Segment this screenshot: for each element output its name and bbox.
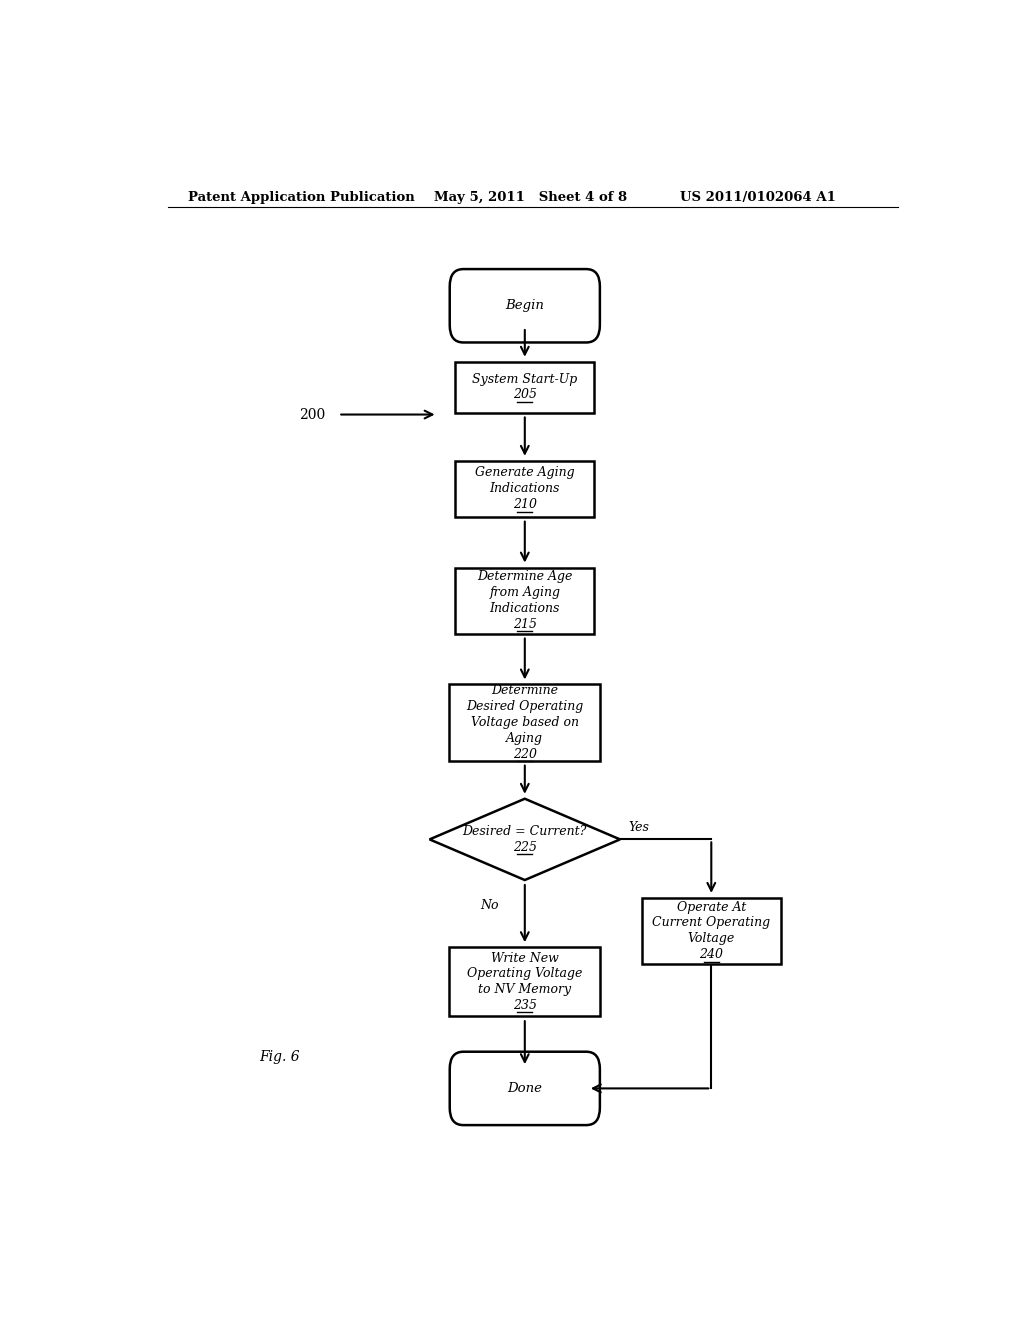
FancyBboxPatch shape <box>450 269 600 342</box>
Text: 220: 220 <box>513 747 537 760</box>
Text: 225: 225 <box>513 841 537 854</box>
Text: 210: 210 <box>513 498 537 511</box>
Text: Operate At: Operate At <box>677 900 745 913</box>
Text: Current Operating: Current Operating <box>652 916 770 929</box>
Bar <box>456 461 594 516</box>
Text: Desired = Current?: Desired = Current? <box>463 825 587 838</box>
Text: Determine Age: Determine Age <box>477 570 572 583</box>
Text: Begin: Begin <box>506 300 544 313</box>
Text: from Aging: from Aging <box>489 586 560 599</box>
Bar <box>450 684 600 760</box>
Text: Indications: Indications <box>489 482 560 495</box>
Text: Write New: Write New <box>490 952 559 965</box>
Text: 205: 205 <box>513 388 537 401</box>
Text: Generate Aging: Generate Aging <box>475 466 574 479</box>
Text: No: No <box>480 899 499 912</box>
Text: to NV Memory: to NV Memory <box>478 983 571 997</box>
Text: Fig. 6: Fig. 6 <box>259 1049 300 1064</box>
FancyBboxPatch shape <box>450 1052 600 1125</box>
Bar <box>456 362 594 412</box>
Text: Done: Done <box>507 1082 543 1094</box>
Text: Voltage based on: Voltage based on <box>471 715 579 729</box>
Polygon shape <box>430 799 620 880</box>
Text: US 2011/0102064 A1: US 2011/0102064 A1 <box>680 190 836 203</box>
Text: May 5, 2011   Sheet 4 of 8: May 5, 2011 Sheet 4 of 8 <box>433 190 627 203</box>
Bar <box>450 948 600 1016</box>
Bar <box>642 898 780 964</box>
Text: 235: 235 <box>513 999 537 1012</box>
Text: 215: 215 <box>513 618 537 631</box>
Text: Aging: Aging <box>506 731 544 744</box>
Text: System Start-Up: System Start-Up <box>472 372 578 385</box>
Text: Voltage: Voltage <box>688 932 735 945</box>
Text: Operating Voltage: Operating Voltage <box>467 968 583 981</box>
Text: Yes: Yes <box>628 821 649 834</box>
Text: Determine: Determine <box>492 685 558 697</box>
Text: Indications: Indications <box>489 602 560 615</box>
Text: 200: 200 <box>299 408 325 421</box>
Text: 240: 240 <box>699 948 723 961</box>
Text: Patent Application Publication: Patent Application Publication <box>187 190 415 203</box>
Text: Desired Operating: Desired Operating <box>466 700 584 713</box>
Bar <box>456 568 594 634</box>
